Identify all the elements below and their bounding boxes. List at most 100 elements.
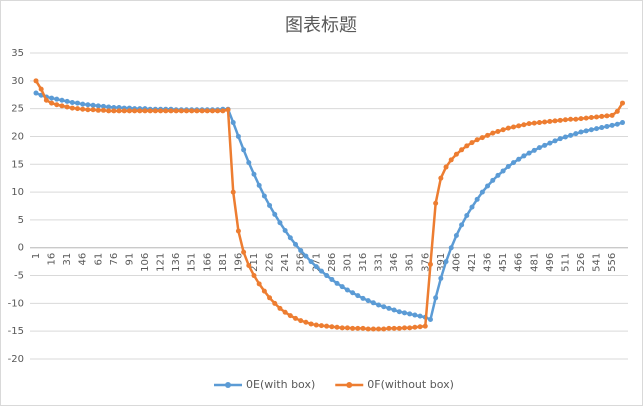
data-point	[448, 157, 454, 163]
data-point	[256, 182, 262, 188]
data-point	[386, 325, 392, 331]
data-point	[505, 163, 511, 169]
chart-title: 图表标题	[285, 15, 357, 36]
data-point	[609, 122, 615, 128]
data-point	[230, 189, 236, 195]
x-tick-label: 451	[498, 253, 509, 272]
x-tick-label: 511	[560, 253, 571, 272]
data-point	[599, 113, 605, 119]
y-tick-label: -10	[8, 298, 24, 309]
data-point	[293, 241, 299, 247]
x-tick-label: 256	[296, 253, 307, 272]
data-point	[132, 108, 138, 114]
data-point	[479, 189, 485, 195]
data-point	[85, 107, 91, 113]
data-point	[313, 264, 319, 270]
data-point	[505, 125, 511, 131]
data-point	[215, 108, 221, 114]
data-point	[485, 132, 491, 138]
data-point	[588, 115, 594, 121]
data-point	[459, 147, 465, 153]
y-tick-label: -15	[8, 326, 24, 337]
data-point	[344, 325, 350, 331]
data-point	[386, 305, 392, 311]
y-tick-label: 25	[11, 104, 24, 115]
data-point	[287, 235, 293, 241]
data-point	[95, 107, 101, 113]
data-point	[557, 136, 563, 142]
data-point	[277, 305, 283, 311]
data-point	[521, 122, 527, 128]
data-point	[272, 211, 278, 217]
data-point	[365, 298, 371, 304]
data-point	[474, 196, 480, 202]
data-point	[412, 324, 418, 330]
data-point	[583, 128, 589, 134]
data-point	[111, 108, 117, 114]
data-point	[511, 160, 517, 166]
data-point	[152, 108, 158, 114]
data-point	[225, 107, 231, 113]
y-tick-label: 30	[11, 76, 24, 87]
data-point	[204, 108, 210, 114]
data-point	[80, 101, 86, 107]
data-point	[318, 268, 324, 274]
data-point	[339, 325, 345, 331]
data-point	[536, 120, 542, 126]
data-point	[313, 322, 319, 328]
data-point	[251, 273, 257, 279]
data-point	[241, 249, 247, 255]
data-point	[443, 164, 449, 170]
data-point	[59, 97, 65, 103]
data-point	[568, 132, 574, 138]
data-point	[33, 78, 39, 84]
data-point	[199, 108, 205, 114]
plot-area	[33, 78, 625, 332]
data-point	[511, 124, 517, 130]
data-point	[267, 295, 273, 301]
legend-marker	[225, 382, 231, 388]
data-point	[282, 309, 288, 315]
data-point	[329, 276, 335, 282]
data-point	[422, 323, 428, 329]
data-point	[49, 100, 55, 106]
data-point	[594, 114, 600, 120]
x-tick-label: 151	[187, 253, 198, 272]
data-point	[376, 302, 382, 308]
data-point	[303, 319, 309, 325]
data-point	[500, 168, 506, 174]
data-point	[121, 108, 127, 114]
data-point	[339, 284, 345, 290]
data-point	[246, 160, 252, 166]
data-point	[69, 100, 75, 106]
x-tick-label: 121	[156, 253, 167, 272]
x-tick-label: 481	[529, 253, 540, 272]
data-point	[350, 290, 356, 296]
data-point	[562, 117, 568, 123]
data-point	[85, 102, 91, 108]
data-point	[526, 121, 532, 127]
data-point	[427, 261, 433, 267]
x-tick-label: 466	[514, 253, 525, 272]
data-point	[189, 108, 195, 114]
x-tick-label: 31	[62, 253, 73, 266]
data-point	[303, 253, 309, 259]
data-point	[33, 90, 39, 96]
data-point	[594, 126, 600, 132]
data-point	[464, 143, 470, 149]
data-point	[479, 135, 485, 141]
data-point	[194, 108, 200, 114]
data-point	[552, 138, 558, 144]
data-point	[43, 97, 49, 103]
data-point	[542, 142, 548, 148]
data-point	[516, 123, 522, 129]
y-tick-label: 0	[18, 243, 24, 254]
x-tick-label: 346	[389, 253, 400, 272]
x-tick-label: 361	[405, 253, 416, 272]
data-point	[547, 140, 553, 146]
data-point	[334, 324, 340, 330]
data-point	[531, 120, 537, 126]
x-tick-label: 526	[576, 253, 587, 272]
data-point	[246, 263, 252, 269]
data-point	[490, 177, 496, 183]
